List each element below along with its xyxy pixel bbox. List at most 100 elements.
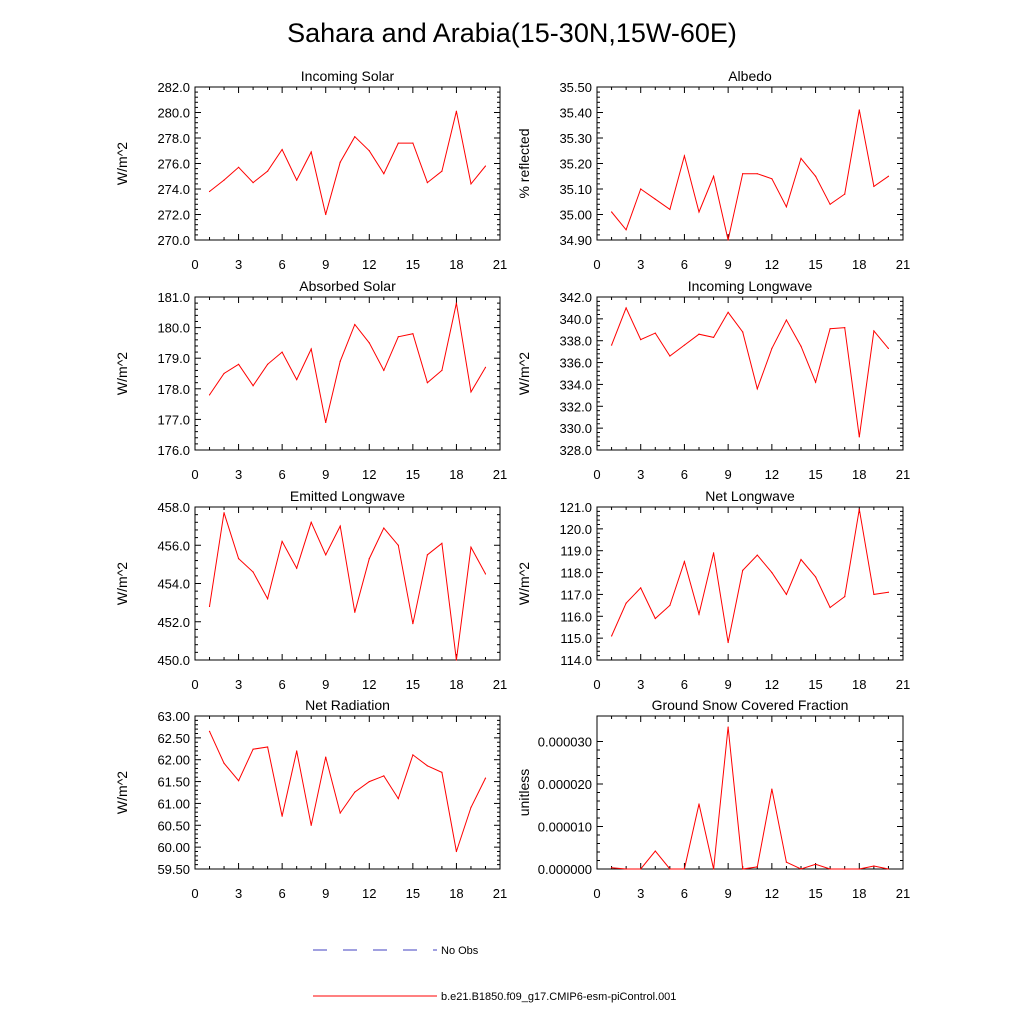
panel-5-series-line	[611, 509, 889, 643]
panel-5-ytick-label: 116.0	[560, 609, 592, 624]
panel-5-xtick-label: 9	[725, 677, 732, 692]
panel-4-point	[208, 605, 211, 608]
panel-0-title: Incoming Solar	[301, 68, 395, 84]
panel-7-point	[756, 866, 758, 868]
panel-2-point	[368, 342, 370, 344]
panel-1-point	[771, 178, 773, 180]
panel-7-frame	[596, 715, 904, 870]
panel-7-point	[873, 865, 875, 867]
panel-2-point	[426, 382, 428, 384]
panel-4-point	[252, 571, 254, 573]
panel-4-point	[383, 527, 385, 529]
panel-6-series-line	[209, 731, 486, 852]
panel-3-point	[887, 347, 890, 349]
panel-0-xtick-label: 18	[449, 257, 463, 272]
panel-2-point	[267, 363, 269, 365]
panel-1-point	[625, 229, 627, 231]
panel-5-point	[771, 571, 773, 574]
panel-3-ytick-label: 330.0	[559, 421, 592, 436]
panel-7-point	[771, 788, 773, 790]
panel-3-ytick-label: 338.0	[559, 334, 592, 349]
panel-6-point	[237, 780, 240, 782]
panel-5-ytick-label: 118.0	[560, 566, 592, 581]
panel-1-ytick-label: 35.50	[559, 80, 592, 95]
panel-4-xtick-label: 6	[279, 677, 286, 692]
panel-0-point	[484, 165, 487, 167]
panel-7-title: Ground Snow Covered Fraction	[652, 697, 849, 713]
panel-3-point	[654, 332, 656, 334]
panel-0-series-line	[209, 111, 486, 215]
panel-1-xtick-label: 15	[808, 257, 822, 272]
panel-3-point	[814, 381, 817, 383]
panel-2-point	[237, 363, 240, 365]
panel-6: Net Radiation W/m^2 0 3 6 9 12 15 18 21 59.50 60.00…	[114, 697, 507, 901]
panel-0-point	[208, 190, 211, 193]
panel-2-point	[310, 348, 312, 350]
panel-2-xtick-label: 9	[322, 467, 329, 482]
panel-2-title: Absorbed Solar	[299, 278, 396, 294]
panel-0-point	[426, 182, 428, 184]
panel-2-point	[252, 385, 254, 387]
panel-1: Albedo % reflected 0 3 6 9 12 15 18 21 34.90 35.00 3…	[516, 68, 910, 272]
panel-3-point	[640, 339, 642, 341]
panel-6-ytick-label: 59.50	[157, 862, 190, 877]
panel-0-xtick-label: 3	[235, 257, 242, 272]
panel-6-point	[412, 754, 414, 756]
panel-2-point	[281, 351, 283, 353]
panel-2-series-line	[209, 302, 486, 423]
panel-0-ytick-label: 282.0	[157, 80, 190, 95]
panel-0-ytick-label: 272.0	[157, 208, 190, 223]
panel-6-ylabel: W/m^2	[114, 771, 130, 814]
panel-1-point	[829, 203, 831, 205]
panel-4-xtick-label: 18	[449, 677, 463, 692]
panel-0-point	[325, 213, 327, 216]
panel-4-xtick-label: 21	[493, 677, 507, 692]
panel-1-title: Albedo	[728, 68, 772, 84]
panel-2-point	[441, 369, 443, 372]
panel-3-xtick-label: 18	[852, 467, 866, 482]
panel-6-xtick-label: 15	[406, 886, 420, 901]
panel-4-point	[354, 611, 356, 613]
legend-obs-label: No Obs	[441, 945, 479, 957]
panel-1-xtick-label: 12	[765, 257, 779, 272]
panel-0-xtick-label: 0	[191, 257, 198, 272]
panel-0-point	[252, 182, 254, 184]
figure-title: Sahara and Arabia(15-30N,15W-60E)	[287, 18, 737, 48]
panel-3-ytick-label: 334.0	[559, 377, 592, 392]
panel-1-point	[756, 173, 758, 175]
panel-2-point	[339, 360, 341, 362]
panel-5-xtick-label: 12	[765, 677, 779, 692]
panel-3-ytick-label: 340.0	[559, 312, 592, 327]
panel-0-point	[354, 136, 356, 138]
panel-4-xtick-label: 12	[362, 677, 376, 692]
panel-2-xtick-label: 6	[279, 467, 286, 482]
panel-5-point	[887, 591, 890, 593]
panel-0-point	[383, 173, 385, 175]
panel-5-point	[858, 508, 860, 510]
panel-4-ylabel: W/m^2	[114, 562, 130, 605]
panel-3-point	[698, 333, 700, 335]
panel-3-frame	[596, 296, 904, 451]
panel-5-ytick-label: 117.0	[560, 587, 592, 602]
panel-4-title: Emitted Longwave	[290, 488, 405, 504]
panel-2-point	[484, 366, 487, 368]
panel-7-point	[683, 868, 686, 870]
panel-3-ytick-label: 328.0	[559, 443, 592, 458]
panel-4-point	[223, 512, 225, 514]
panel-1-point	[873, 185, 875, 188]
panel-7-ytick-label: 0.000000	[538, 862, 592, 877]
panel-6-frame	[194, 715, 501, 870]
panel-1-point	[742, 173, 744, 175]
panel-7-point	[698, 803, 700, 805]
panel-0-point	[339, 161, 341, 163]
panel-1-xtick-label: 0	[593, 257, 600, 272]
panel-0-ytick-label: 274.0	[157, 182, 190, 197]
panel-6-point	[354, 791, 356, 793]
panel-1-xtick-label: 21	[896, 257, 910, 272]
panel-7-ytick-label: 0.000030	[538, 735, 592, 750]
panel-3-ytick-label: 336.0	[559, 356, 592, 371]
panel-4-xtick-label: 0	[191, 677, 198, 692]
panel-5-point	[873, 593, 875, 596]
panel-7-point	[654, 850, 656, 852]
